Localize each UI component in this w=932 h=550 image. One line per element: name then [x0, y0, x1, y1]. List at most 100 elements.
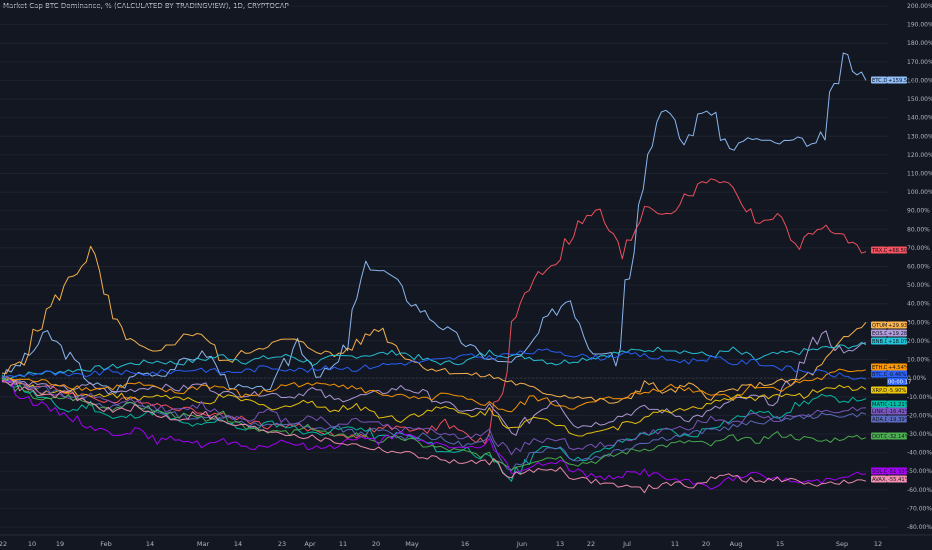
x-tick-label: Jul	[622, 540, 631, 548]
series-value: +29.93%	[888, 323, 912, 329]
series-line-qtum-d[interactable]	[1, 245, 867, 404]
y-tick-label: 120.00%	[907, 152, 932, 159]
x-tick-label: 19	[56, 540, 64, 548]
series-value: -11.21%	[888, 402, 910, 408]
x-tick-label: May	[405, 540, 419, 548]
y-tick-label: 140.00%	[907, 115, 932, 122]
y-tick-label: 60.00%	[907, 264, 930, 271]
x-tick-label: 15	[776, 540, 784, 548]
series-line-eth-d[interactable]	[1, 368, 867, 413]
x-tick-label: 22	[0, 540, 7, 548]
y-tick-label: -30.00%	[907, 431, 932, 438]
end-label-sol-d: SOL.D -51.53%	[871, 467, 910, 475]
series-value: +159.54%	[888, 78, 915, 84]
end-label-avax-d: AVAX.D-55.41%	[871, 475, 910, 483]
end-label-ada-d: ADA.D -19.39%	[871, 415, 910, 423]
series-lines	[1, 52, 867, 494]
series-name: ETH.D	[872, 365, 888, 371]
x-tick-label: Jun	[516, 540, 527, 548]
countdown-text: 00:00:17	[888, 379, 911, 385]
y-tick-label: 20.00%	[907, 338, 930, 345]
x-tick-label: 14	[234, 540, 242, 548]
y-tick-label: -60.00%	[907, 487, 932, 494]
x-tick-label: Aug	[730, 540, 743, 548]
y-tick-label: 40.00%	[907, 301, 930, 308]
series-value: +18.07%	[888, 339, 912, 345]
y-tick-label: 100.00%	[907, 189, 932, 196]
y-tick-label: 170.00%	[907, 59, 932, 66]
y-tick-label: -70.00%	[907, 505, 932, 512]
series-line-xrp-d[interactable]	[1, 377, 867, 437]
series-value: -16.41%	[888, 409, 910, 415]
x-tick-label: 16	[461, 540, 469, 548]
end-label-matic-d: MATIC.D-11.21%	[871, 400, 910, 408]
x-tick-label: 23	[278, 540, 286, 548]
y-tick-label: 110.00%	[907, 170, 932, 177]
x-tick-label: 14	[146, 540, 154, 548]
x-tick-label: 10	[28, 540, 36, 548]
y-tick-label: 0.00%	[907, 375, 926, 382]
series-value: +19.28%	[888, 331, 912, 337]
series-value: -32.14%	[888, 434, 910, 440]
y-tick-label: -40.00%	[907, 450, 932, 457]
x-tick-label: Apr	[304, 540, 316, 548]
series-name: XRP.D	[872, 388, 887, 394]
series-value: +4.54%	[888, 365, 909, 371]
series-name: DOT.D	[872, 434, 888, 440]
series-line-trx-d[interactable]	[1, 178, 867, 445]
x-tick-label: 22	[587, 540, 595, 548]
end-label-xrp-d: XRP.D -5.90%	[871, 386, 907, 394]
series-end-labels: ETC.D +159.54%TRX.D +68.50%QTUM.D+29.93%EO…	[871, 76, 915, 483]
y-tick-label: 130.00%	[907, 133, 932, 140]
series-line-matic-d[interactable]	[1, 374, 867, 482]
end-label-bnb-d: BNB.D +18.07%	[871, 337, 912, 345]
y-tick-label: 10.00%	[907, 357, 930, 364]
y-tick-label: 80.00%	[907, 226, 930, 233]
series-name: AVAX.D	[872, 477, 891, 483]
y-tick-label: 190.00%	[907, 22, 932, 29]
end-label-link-d: LINK.D-16.41%	[871, 407, 910, 415]
x-tick-label: 13	[556, 540, 564, 548]
series-line-btc-d[interactable]	[1, 348, 867, 381]
y-tick-label: -50.00%	[907, 468, 932, 475]
y-tick-label: 150.00%	[907, 96, 932, 103]
x-tick-label: Sep	[836, 540, 848, 548]
series-line-eos-d[interactable]	[1, 330, 867, 436]
end-label-trx-d: TRX.D +68.50%	[871, 246, 912, 254]
series-line-bnb-d[interactable]	[1, 341, 867, 381]
series-value: -19.39%	[888, 417, 910, 423]
series-line-avax-d[interactable]	[1, 380, 867, 494]
series-name: BNB.D	[872, 339, 889, 345]
series-line-etc-d[interactable]	[1, 52, 867, 394]
series-value: -5.90%	[888, 388, 906, 394]
y-tick-label: 180.00%	[907, 40, 932, 47]
series-name: EOS.D	[872, 331, 888, 337]
series-name: MATIC.D	[872, 402, 894, 408]
series-name: LINK.D	[872, 409, 889, 415]
grid-lines	[0, 5, 888, 528]
x-tick-label: 11	[339, 540, 347, 548]
x-tick-label: 11	[671, 540, 679, 548]
y-tick-label: -80.00%	[907, 524, 932, 531]
series-line-sol-d[interactable]	[1, 379, 867, 490]
y-tick-label: 30.00%	[907, 319, 930, 326]
end-label-etc-d: ETC.D +159.54%	[871, 76, 915, 84]
x-axis: 22 10 19 Feb 14 Mar 14 23 Apr 11 20 May 16 Jun 13 22 Jul…	[0, 534, 932, 548]
y-tick-label: 70.00%	[907, 245, 930, 252]
x-tick-label: 20	[702, 540, 710, 548]
y-tick-label: -10.00%	[907, 394, 932, 401]
end-label-qtum-d: QTUM.D+29.93%	[871, 321, 912, 329]
end-label-btc-d: BTC.D -0.46%	[871, 370, 907, 378]
y-tick-label: 160.00%	[907, 77, 932, 84]
series-name: ETC.D	[872, 78, 887, 84]
series-name: SOL.D	[872, 469, 888, 475]
x-tick-label: 12	[874, 540, 882, 548]
x-tick-label: Feb	[100, 540, 112, 548]
end-label-dot-d: DOT.D -32.14%	[871, 432, 910, 440]
end-label-eos-d: EOS.D +19.28%	[871, 329, 912, 337]
y-tick-label: 50.00%	[907, 282, 930, 289]
series-line-dot-d[interactable]	[1, 378, 867, 471]
countdown-tag: 00:00:17	[887, 378, 911, 385]
